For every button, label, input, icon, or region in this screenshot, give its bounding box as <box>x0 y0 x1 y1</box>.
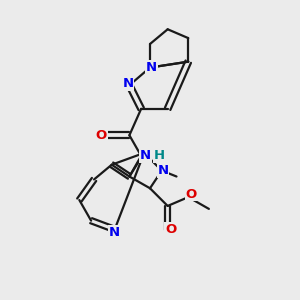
Text: N: N <box>122 77 134 90</box>
Text: O: O <box>96 129 107 142</box>
Text: O: O <box>165 223 176 236</box>
Text: O: O <box>186 188 197 201</box>
Text: H: H <box>153 149 164 162</box>
Text: N: N <box>158 164 169 177</box>
Text: N: N <box>140 149 151 162</box>
Text: N: N <box>146 61 157 74</box>
Text: N: N <box>109 226 120 239</box>
